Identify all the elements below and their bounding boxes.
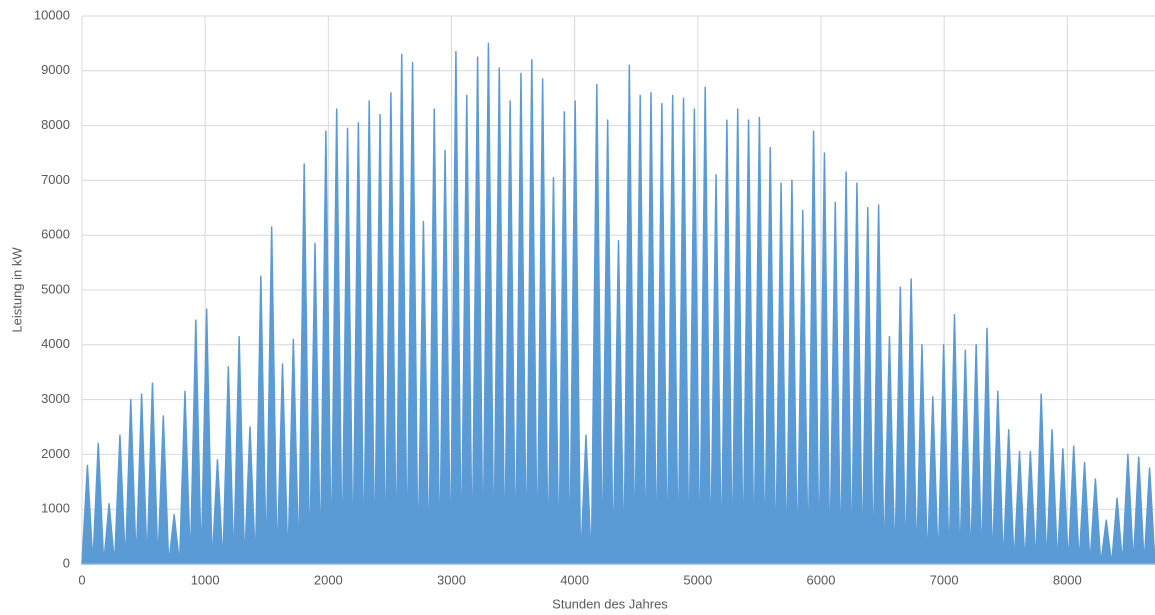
- x-tick-label: 5000: [683, 572, 712, 587]
- y-tick-label: 10000: [34, 7, 70, 22]
- y-tick-label: 0: [63, 555, 70, 570]
- y-tick-label: 9000: [41, 62, 70, 77]
- x-tick-label: 0: [78, 572, 85, 587]
- x-tick-label: 1000: [191, 572, 220, 587]
- x-tick-label: 3000: [437, 572, 466, 587]
- y-tick-label: 1000: [41, 501, 70, 516]
- x-tick-label: 4000: [560, 572, 589, 587]
- x-tick-label: 7000: [930, 572, 959, 587]
- y-tick-label: 5000: [41, 281, 70, 296]
- y-tick-label: 2000: [41, 446, 70, 461]
- y-tick-label: 3000: [41, 391, 70, 406]
- y-axis-title: Leistung in kW: [9, 247, 24, 333]
- x-tick-label: 6000: [807, 572, 836, 587]
- y-tick-label: 7000: [41, 172, 70, 187]
- y-tick-label: 4000: [41, 336, 70, 351]
- y-tick-label: 8000: [41, 117, 70, 132]
- area: [81, 42, 1155, 565]
- y-tick-label: 6000: [41, 227, 70, 242]
- x-tick-label: 2000: [314, 572, 343, 587]
- x-tick-label: 8000: [1053, 572, 1082, 587]
- x-axis-title: Stunden des Jahres: [552, 596, 668, 611]
